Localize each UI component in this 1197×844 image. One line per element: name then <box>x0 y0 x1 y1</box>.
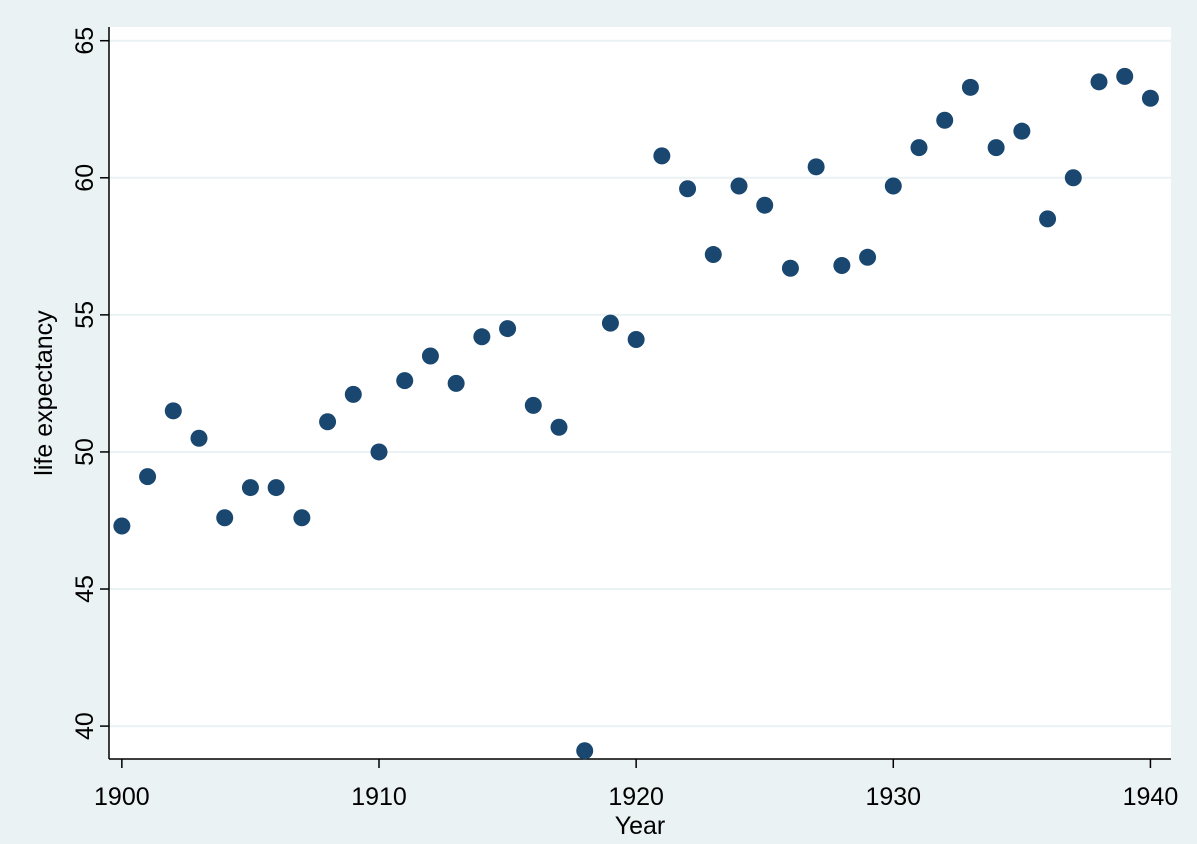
data-point <box>961 78 979 96</box>
data-point <box>241 479 259 497</box>
data-point <box>833 257 851 275</box>
data-point <box>190 429 208 447</box>
data-point <box>550 418 568 436</box>
data-point <box>704 246 722 264</box>
x-tick-label: 1930 <box>865 783 921 811</box>
x-axis-label: Year <box>615 812 666 840</box>
x-tick-label: 1940 <box>1123 783 1179 811</box>
data-point <box>164 402 182 420</box>
y-tick-label: 60 <box>71 164 99 192</box>
data-point <box>139 468 157 486</box>
y-tick-label: 55 <box>71 301 99 329</box>
data-point <box>936 111 954 129</box>
data-point <box>421 347 439 365</box>
data-point <box>756 196 774 214</box>
plot-background <box>109 27 1171 759</box>
data-point <box>370 443 388 461</box>
data-point <box>447 374 465 392</box>
data-point <box>499 320 517 338</box>
data-point <box>859 248 877 266</box>
data-point <box>576 742 594 760</box>
data-point <box>344 385 362 403</box>
data-point <box>319 413 337 431</box>
data-point <box>910 139 928 157</box>
data-point <box>1039 210 1057 228</box>
data-point <box>1116 67 1134 85</box>
data-point <box>113 517 131 535</box>
data-point <box>293 509 311 527</box>
data-point <box>267 479 285 497</box>
data-point <box>1064 169 1082 187</box>
data-point <box>473 328 491 346</box>
x-tick-label: 1900 <box>94 783 150 811</box>
y-tick-label: 45 <box>71 575 99 603</box>
data-point <box>987 139 1005 157</box>
y-tick-label: 65 <box>71 27 99 55</box>
x-tick-label: 1920 <box>608 783 664 811</box>
data-point <box>653 147 671 165</box>
data-point <box>807 158 825 176</box>
data-point <box>627 331 645 349</box>
data-points <box>113 67 1159 760</box>
data-point <box>216 509 234 527</box>
data-point <box>601 314 619 332</box>
data-point <box>781 259 799 277</box>
data-point <box>396 372 414 390</box>
y-tick-label: 50 <box>71 438 99 466</box>
data-point <box>1013 122 1031 140</box>
data-point <box>1141 89 1159 107</box>
data-point <box>884 177 902 195</box>
gridlines <box>109 39 1171 728</box>
data-point <box>1090 73 1108 91</box>
y-tick-label: 40 <box>71 712 99 740</box>
x-tick-label: 1910 <box>351 783 407 811</box>
y-axis-label: life expectancy <box>30 310 58 476</box>
data-point <box>730 177 748 195</box>
y-axis-ticks: 40 45 50 55 60 65 <box>71 27 109 740</box>
x-axis-ticks: 1900 1910 1920 1930 1940 <box>94 759 1178 811</box>
data-point <box>524 396 542 414</box>
data-point <box>679 180 697 198</box>
